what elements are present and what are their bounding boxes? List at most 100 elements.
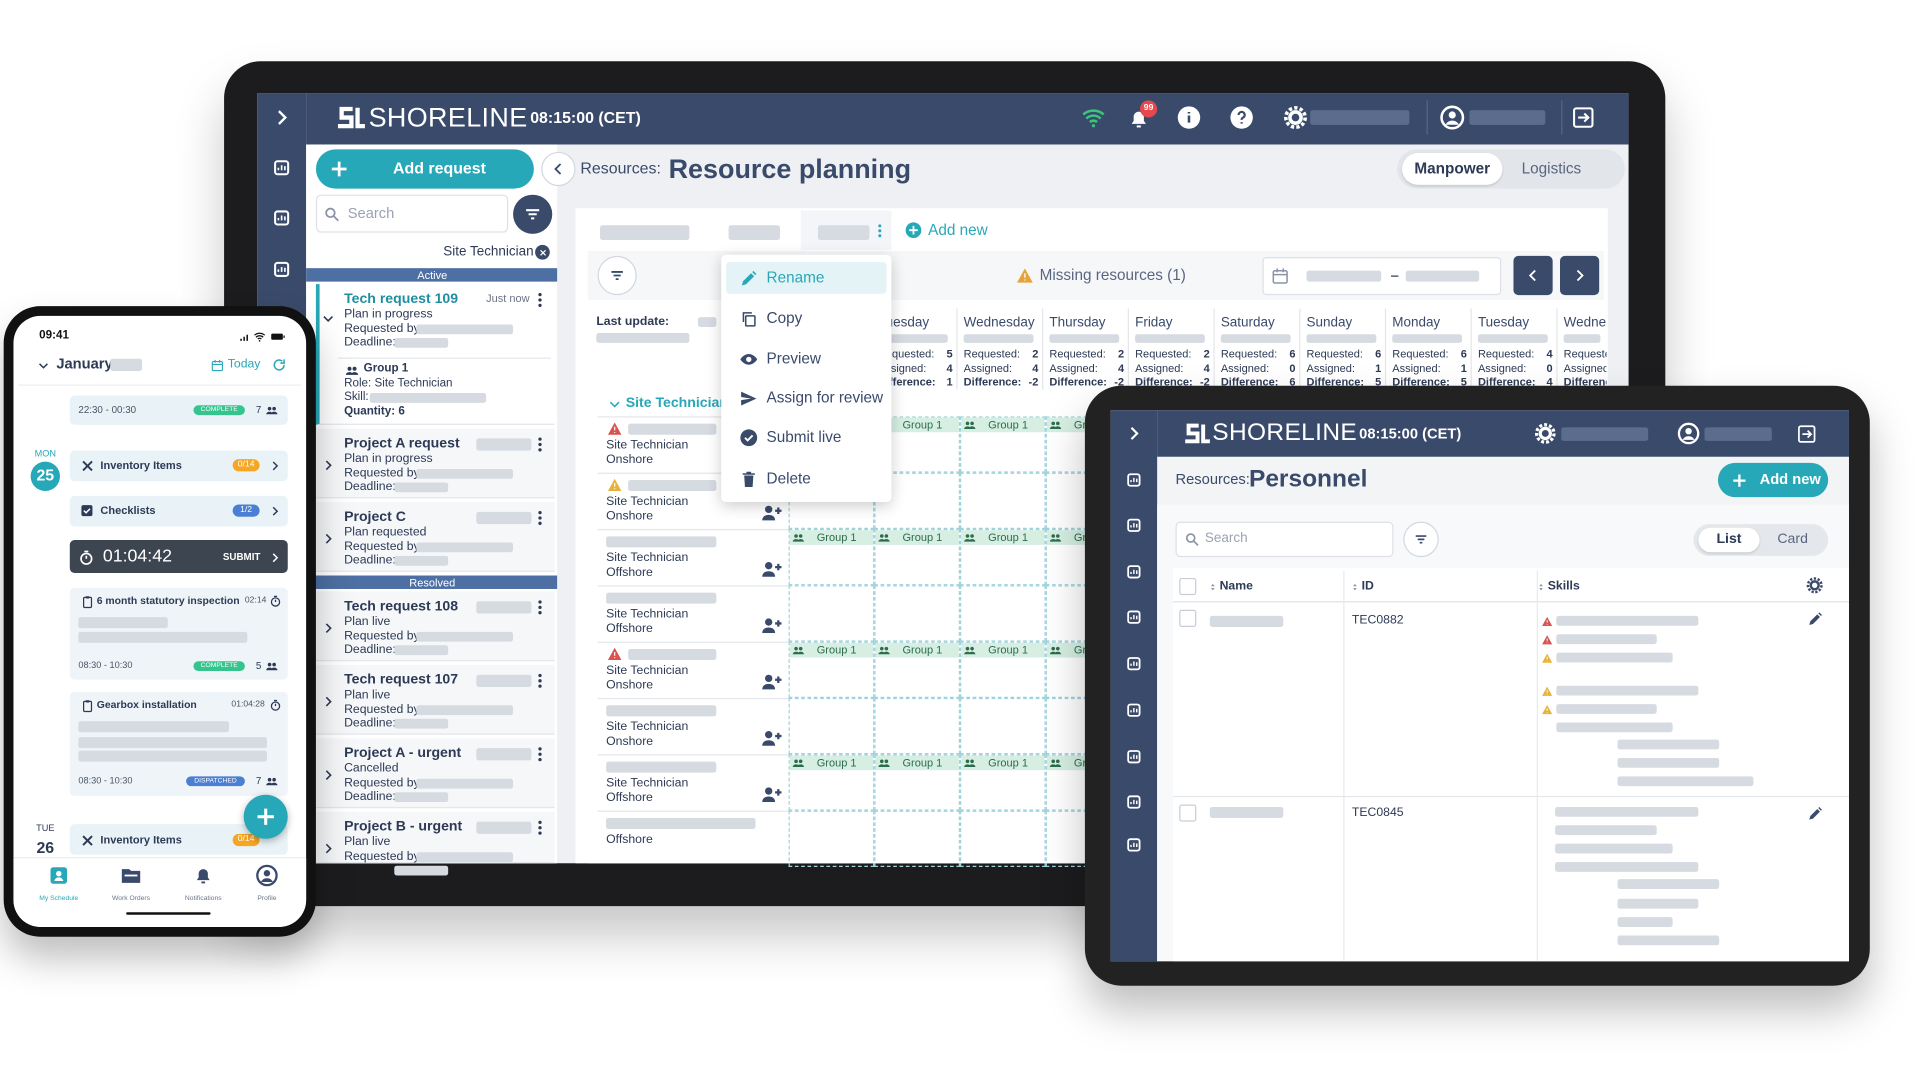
columns-settings[interactable] bbox=[1806, 577, 1823, 594]
expand-nav[interactable] bbox=[1124, 424, 1144, 444]
expand-icon[interactable] bbox=[321, 841, 336, 856]
edit-button[interactable] bbox=[1807, 610, 1823, 626]
nav-tab[interactable] bbox=[48, 864, 70, 886]
nav-icon[interactable] bbox=[272, 158, 292, 178]
nav-icon[interactable] bbox=[272, 260, 292, 280]
plan-cell[interactable] bbox=[960, 810, 1046, 867]
expand-icon[interactable] bbox=[321, 694, 336, 709]
plan-cell[interactable] bbox=[874, 585, 960, 642]
add-request-button[interactable] bbox=[315, 149, 534, 189]
plan-cell[interactable] bbox=[788, 528, 875, 586]
tab-menu[interactable] bbox=[871, 222, 887, 238]
nav-icon[interactable] bbox=[1125, 748, 1142, 765]
search-input[interactable] bbox=[1175, 521, 1394, 558]
icon-shape bbox=[1448, 111, 1456, 119]
menu-icon[interactable] bbox=[739, 309, 757, 327]
expand-icon[interactable] bbox=[321, 531, 336, 546]
card-menu[interactable] bbox=[531, 746, 548, 763]
menu-icon[interactable] bbox=[739, 428, 757, 446]
plan-cell[interactable] bbox=[960, 585, 1046, 642]
settings-button[interactable] bbox=[1283, 105, 1307, 130]
plan-cell[interactable] bbox=[788, 585, 875, 642]
schedule-card[interactable] bbox=[69, 395, 288, 425]
card-menu[interactable] bbox=[531, 291, 548, 308]
add-icon[interactable] bbox=[905, 222, 922, 239]
nav-icon[interactable] bbox=[1125, 609, 1142, 626]
expand-icon[interactable] bbox=[321, 621, 336, 636]
nav-icon[interactable] bbox=[1125, 702, 1142, 719]
plan-cell[interactable] bbox=[960, 754, 1046, 811]
assign-person[interactable] bbox=[760, 615, 782, 637]
help-button[interactable] bbox=[1229, 105, 1253, 129]
expand-icon[interactable] bbox=[321, 458, 336, 473]
menu-item: Rename bbox=[766, 269, 825, 287]
plan-cell[interactable] bbox=[960, 641, 1046, 698]
toggle-selected[interactable] bbox=[1402, 153, 1503, 185]
assign-person[interactable] bbox=[760, 784, 782, 806]
menu-icon[interactable] bbox=[739, 269, 757, 287]
sort-icon[interactable] bbox=[1349, 581, 1360, 592]
divider bbox=[597, 585, 789, 587]
next-button[interactable] bbox=[1560, 255, 1600, 296]
assign-person[interactable] bbox=[760, 558, 782, 580]
timer-card[interactable] bbox=[69, 540, 288, 574]
nav-tab[interactable] bbox=[120, 864, 142, 886]
collapse-icon[interactable] bbox=[321, 311, 336, 326]
sort-icon[interactable] bbox=[1535, 581, 1546, 592]
logout-button[interactable] bbox=[1796, 423, 1817, 444]
sort-icon[interactable] bbox=[1207, 581, 1218, 592]
back-button[interactable] bbox=[541, 151, 576, 187]
select-all[interactable] bbox=[1179, 577, 1197, 596]
plan-cell[interactable] bbox=[788, 810, 875, 867]
assign-person[interactable] bbox=[760, 727, 782, 749]
nav-tab[interactable] bbox=[256, 864, 278, 887]
nav-icon[interactable] bbox=[1125, 517, 1142, 534]
info-button[interactable] bbox=[1177, 105, 1201, 129]
settings-button[interactable] bbox=[1534, 422, 1556, 444]
menu-icon[interactable] bbox=[739, 470, 757, 488]
card-menu[interactable] bbox=[531, 509, 548, 526]
menu-icon[interactable] bbox=[739, 389, 757, 407]
nav-icon[interactable] bbox=[272, 208, 292, 228]
card-menu[interactable] bbox=[531, 436, 548, 453]
card-menu[interactable] bbox=[531, 819, 548, 836]
plan-cell[interactable] bbox=[874, 641, 960, 698]
plan-cell[interactable] bbox=[960, 528, 1046, 586]
plan-cell[interactable] bbox=[960, 697, 1046, 755]
assign-person[interactable] bbox=[760, 671, 782, 693]
logout-button[interactable] bbox=[1571, 105, 1595, 129]
menu-icon[interactable] bbox=[739, 350, 757, 368]
prev-button[interactable] bbox=[1513, 255, 1553, 296]
card-menu[interactable] bbox=[531, 599, 548, 616]
card-menu[interactable] bbox=[531, 672, 548, 689]
nav-icon[interactable] bbox=[1125, 563, 1142, 580]
nav-icon[interactable] bbox=[1125, 836, 1142, 853]
plan-cell[interactable] bbox=[788, 641, 875, 698]
nav-icon[interactable] bbox=[1125, 793, 1142, 810]
plan-cell[interactable] bbox=[788, 754, 875, 811]
row-checkbox[interactable] bbox=[1179, 804, 1197, 822]
refresh-button[interactable] bbox=[272, 358, 287, 373]
nav-icon[interactable] bbox=[1125, 471, 1142, 488]
search-input[interactable] bbox=[315, 194, 509, 233]
nav-tab[interactable] bbox=[192, 864, 214, 886]
plan-cell[interactable] bbox=[874, 754, 960, 811]
profile-button[interactable] bbox=[1677, 422, 1700, 445]
plan-cell[interactable] bbox=[960, 472, 1046, 529]
group-toggle[interactable] bbox=[607, 397, 622, 412]
month-toggle[interactable] bbox=[36, 358, 49, 371]
icon-shape bbox=[1808, 613, 1820, 625]
plan-cell[interactable] bbox=[874, 697, 960, 755]
edit-button[interactable] bbox=[1807, 805, 1823, 821]
assign-person[interactable] bbox=[760, 502, 782, 524]
plan-cell[interactable] bbox=[960, 416, 1046, 473]
expand-icon[interactable] bbox=[321, 768, 336, 783]
plan-cell[interactable] bbox=[874, 528, 960, 586]
plan-cell[interactable] bbox=[788, 697, 875, 755]
plan-cell[interactable] bbox=[874, 810, 960, 867]
toggle-selected[interactable] bbox=[1698, 527, 1760, 553]
row-checkbox[interactable] bbox=[1179, 609, 1197, 627]
nav-icon[interactable] bbox=[1125, 655, 1142, 672]
expand-nav[interactable] bbox=[271, 107, 293, 129]
profile-button[interactable] bbox=[1440, 105, 1465, 130]
